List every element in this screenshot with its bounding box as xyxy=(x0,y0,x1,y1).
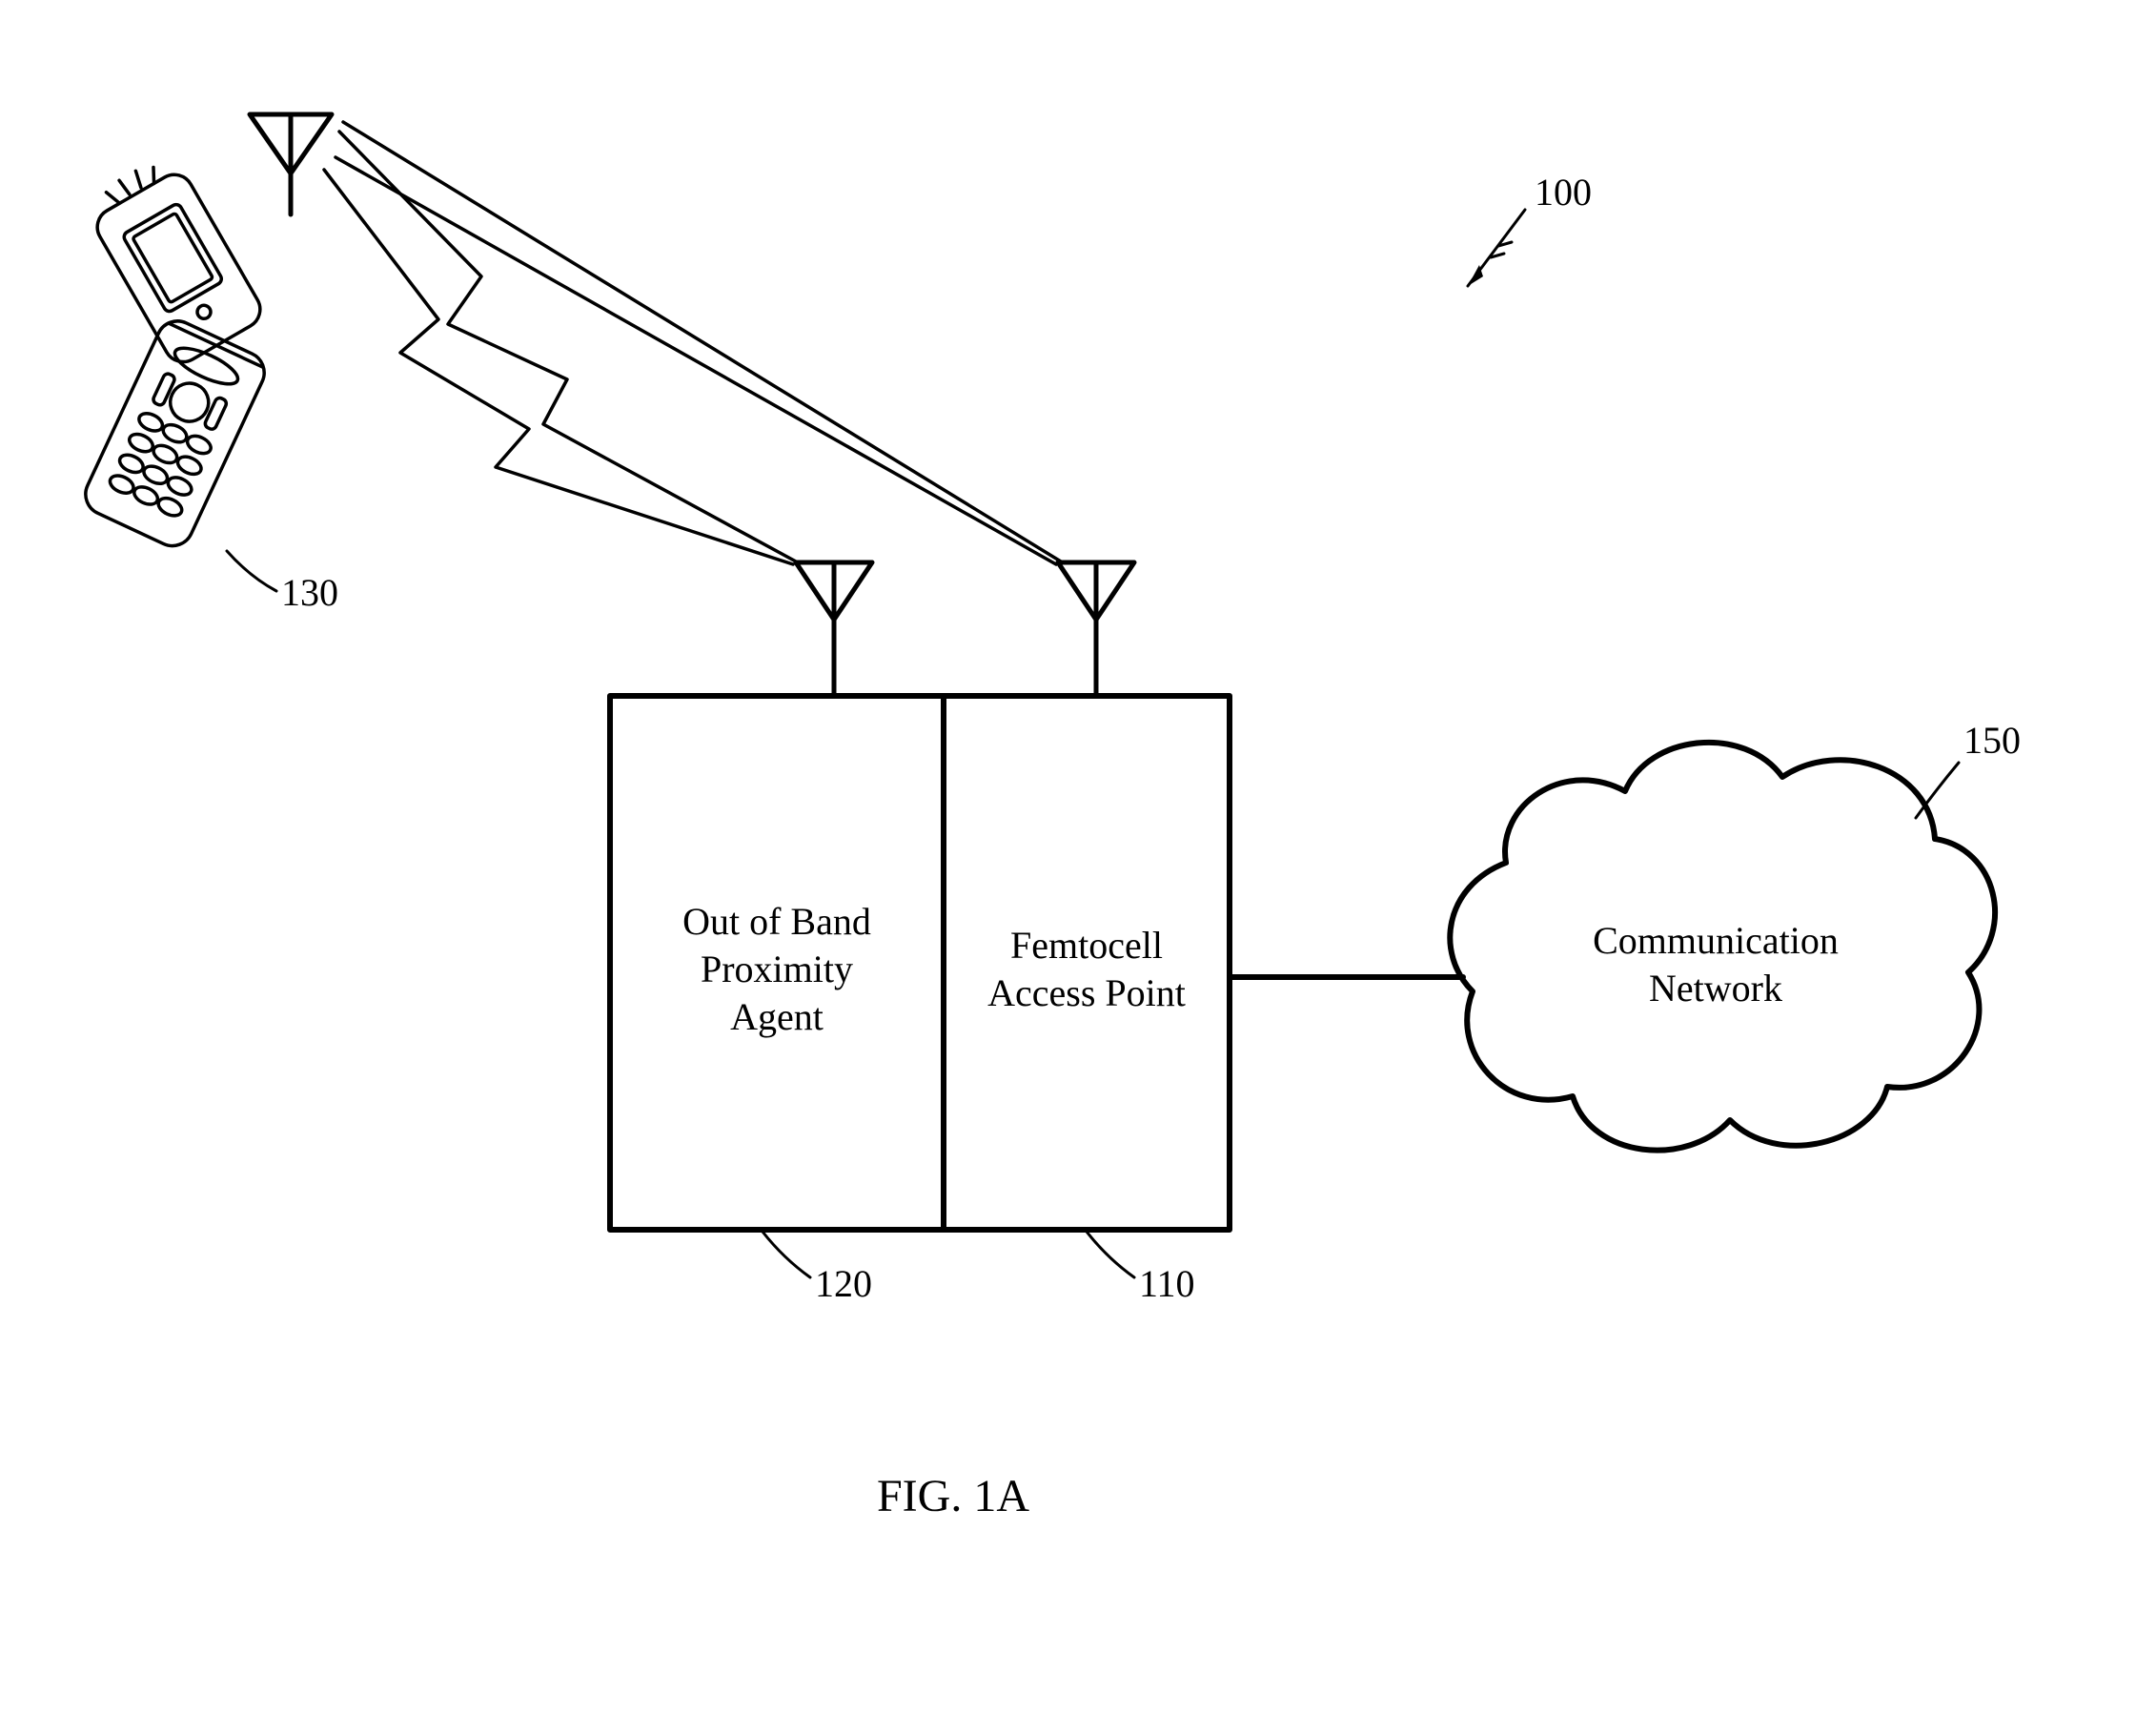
svg-text:100: 100 xyxy=(1535,171,1592,214)
svg-text:130: 130 xyxy=(281,571,338,614)
ref-110: 110 xyxy=(1087,1232,1195,1305)
ref-150: 150 xyxy=(1916,719,2021,818)
femto-label-line2: Access Point xyxy=(987,971,1186,1014)
ref-120: 120 xyxy=(763,1232,872,1305)
svg-text:110: 110 xyxy=(1139,1262,1195,1305)
svg-text:150: 150 xyxy=(1963,719,2021,762)
femto-antenna xyxy=(1058,562,1134,696)
figure-1a: Out of Band Proximity Agent Femtocell Ac… xyxy=(0,0,2156,1734)
rf-link-to-agent xyxy=(324,132,796,564)
rf-link-to-femto xyxy=(336,122,1061,564)
network-label-line1: Communication xyxy=(1593,919,1839,962)
svg-text:120: 120 xyxy=(815,1262,872,1305)
network-cloud: Communication Network xyxy=(1450,743,1995,1151)
network-label-line2: Network xyxy=(1649,967,1782,1010)
agent-antenna xyxy=(796,562,872,696)
ref-100: 100 xyxy=(1468,171,1592,286)
femto-label-line1: Femtocell xyxy=(1010,924,1163,967)
phone-antenna xyxy=(250,114,332,214)
figure-caption: FIG. 1A xyxy=(877,1471,1029,1521)
ref-130: 130 xyxy=(227,551,338,614)
femtocell-assembly: Out of Band Proximity Agent Femtocell Ac… xyxy=(610,696,1230,1230)
agent-label-line1: Out of Band xyxy=(682,900,871,943)
mobile-phone xyxy=(0,125,335,553)
agent-label-line3: Agent xyxy=(730,995,824,1038)
agent-label-line2: Proximity xyxy=(701,948,853,990)
